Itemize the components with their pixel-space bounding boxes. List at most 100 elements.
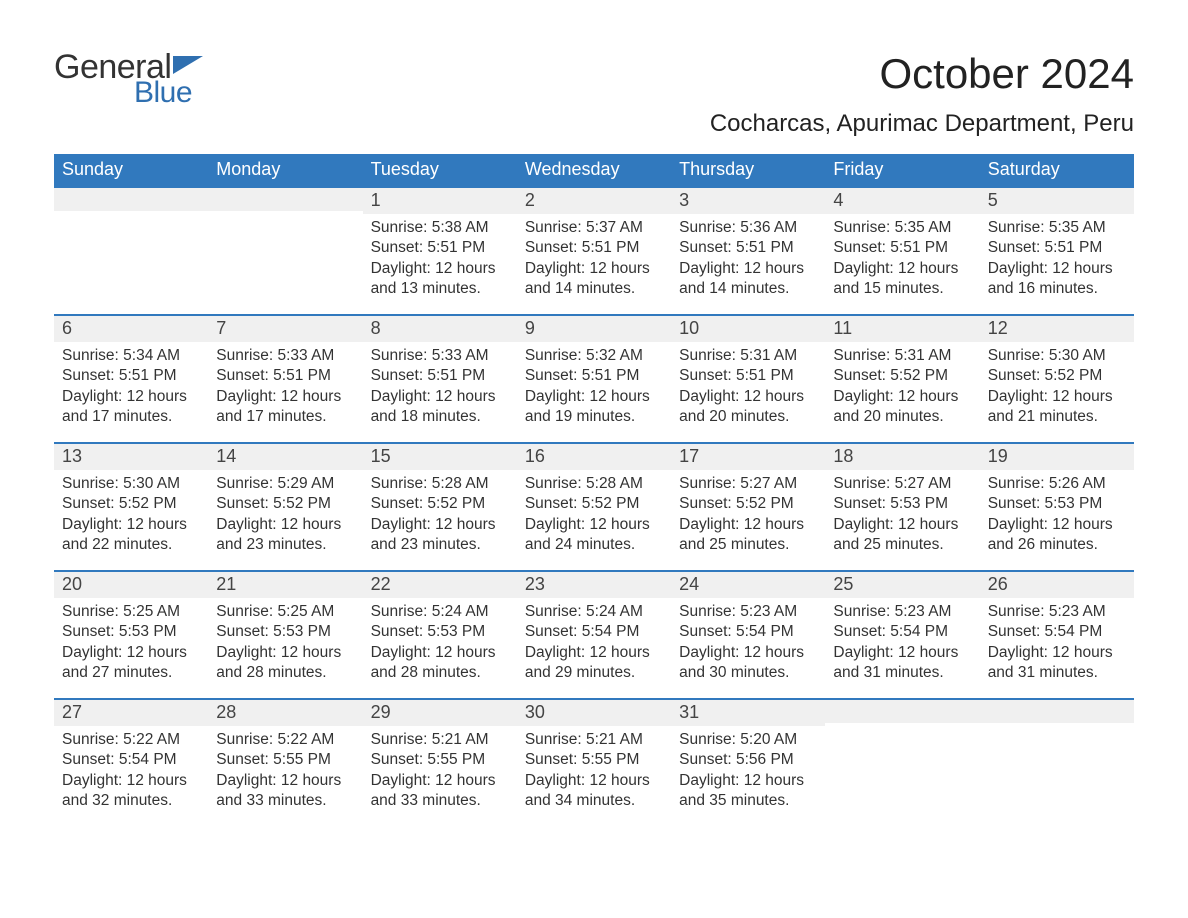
sunrise-text: Sunrise: 5:35 AM (988, 218, 1126, 238)
day-content: Sunrise: 5:21 AMSunset: 5:55 PMDaylight:… (517, 726, 671, 820)
daylight-text: Daylight: 12 hours and 17 minutes. (216, 387, 354, 428)
week-row: 1Sunrise: 5:38 AMSunset: 5:51 PMDaylight… (54, 186, 1134, 314)
day-number: 13 (54, 442, 208, 470)
day-cell: 13Sunrise: 5:30 AMSunset: 5:52 PMDayligh… (54, 442, 208, 570)
sunrise-text: Sunrise: 5:27 AM (833, 474, 971, 494)
sunrise-text: Sunrise: 5:33 AM (216, 346, 354, 366)
day-number: 11 (825, 314, 979, 342)
day-cell: 23Sunrise: 5:24 AMSunset: 5:54 PMDayligh… (517, 570, 671, 698)
day-number: 3 (671, 186, 825, 214)
sunrise-text: Sunrise: 5:26 AM (988, 474, 1126, 494)
sunrise-text: Sunrise: 5:29 AM (216, 474, 354, 494)
flag-icon (173, 56, 203, 78)
day-content: Sunrise: 5:25 AMSunset: 5:53 PMDaylight:… (54, 598, 208, 692)
sunrise-text: Sunrise: 5:20 AM (679, 730, 817, 750)
daylight-text: Daylight: 12 hours and 24 minutes. (525, 515, 663, 556)
day-number (980, 698, 1134, 723)
day-number: 29 (363, 698, 517, 726)
day-cell: 14Sunrise: 5:29 AMSunset: 5:52 PMDayligh… (208, 442, 362, 570)
day-number: 6 (54, 314, 208, 342)
day-number (208, 186, 362, 211)
day-content: Sunrise: 5:30 AMSunset: 5:52 PMDaylight:… (54, 470, 208, 564)
sunset-text: Sunset: 5:54 PM (988, 622, 1126, 642)
sunrise-text: Sunrise: 5:23 AM (988, 602, 1126, 622)
day-cell: 11Sunrise: 5:31 AMSunset: 5:52 PMDayligh… (825, 314, 979, 442)
calendar: Sunday Monday Tuesday Wednesday Thursday… (54, 154, 1134, 826)
sunset-text: Sunset: 5:53 PM (371, 622, 509, 642)
day-number: 5 (980, 186, 1134, 214)
day-content: Sunrise: 5:36 AMSunset: 5:51 PMDaylight:… (671, 214, 825, 308)
day-number: 19 (980, 442, 1134, 470)
daylight-text: Daylight: 12 hours and 20 minutes. (833, 387, 971, 428)
day-number: 24 (671, 570, 825, 598)
logo-text-bottom: Blue (134, 78, 203, 108)
day-content: Sunrise: 5:23 AMSunset: 5:54 PMDaylight:… (671, 598, 825, 692)
daylight-text: Daylight: 12 hours and 22 minutes. (62, 515, 200, 556)
daylight-text: Daylight: 12 hours and 33 minutes. (216, 771, 354, 812)
day-content: Sunrise: 5:28 AMSunset: 5:52 PMDaylight:… (517, 470, 671, 564)
day-content: Sunrise: 5:37 AMSunset: 5:51 PMDaylight:… (517, 214, 671, 308)
sunrise-text: Sunrise: 5:21 AM (525, 730, 663, 750)
sunset-text: Sunset: 5:51 PM (679, 366, 817, 386)
day-content: Sunrise: 5:27 AMSunset: 5:53 PMDaylight:… (825, 470, 979, 564)
sunset-text: Sunset: 5:52 PM (679, 494, 817, 514)
sunset-text: Sunset: 5:51 PM (525, 238, 663, 258)
sunset-text: Sunset: 5:54 PM (62, 750, 200, 770)
sunrise-text: Sunrise: 5:38 AM (371, 218, 509, 238)
day-number: 17 (671, 442, 825, 470)
day-number: 16 (517, 442, 671, 470)
day-cell: 31Sunrise: 5:20 AMSunset: 5:56 PMDayligh… (671, 698, 825, 826)
sunset-text: Sunset: 5:56 PM (679, 750, 817, 770)
day-header-monday: Monday (208, 154, 362, 186)
sunrise-text: Sunrise: 5:31 AM (833, 346, 971, 366)
sunrise-text: Sunrise: 5:34 AM (62, 346, 200, 366)
sunset-text: Sunset: 5:52 PM (525, 494, 663, 514)
sunrise-text: Sunrise: 5:32 AM (525, 346, 663, 366)
day-content: Sunrise: 5:31 AMSunset: 5:51 PMDaylight:… (671, 342, 825, 436)
sunrise-text: Sunrise: 5:25 AM (62, 602, 200, 622)
day-number: 30 (517, 698, 671, 726)
sunrise-text: Sunrise: 5:24 AM (371, 602, 509, 622)
day-cell: 28Sunrise: 5:22 AMSunset: 5:55 PMDayligh… (208, 698, 362, 826)
daylight-text: Daylight: 12 hours and 31 minutes. (988, 643, 1126, 684)
day-cell: 29Sunrise: 5:21 AMSunset: 5:55 PMDayligh… (363, 698, 517, 826)
day-number (54, 186, 208, 211)
day-number: 12 (980, 314, 1134, 342)
sunset-text: Sunset: 5:54 PM (679, 622, 817, 642)
day-content: Sunrise: 5:29 AMSunset: 5:52 PMDaylight:… (208, 470, 362, 564)
day-cell: 17Sunrise: 5:27 AMSunset: 5:52 PMDayligh… (671, 442, 825, 570)
day-content: Sunrise: 5:20 AMSunset: 5:56 PMDaylight:… (671, 726, 825, 820)
sunset-text: Sunset: 5:52 PM (833, 366, 971, 386)
day-content: Sunrise: 5:33 AMSunset: 5:51 PMDaylight:… (208, 342, 362, 436)
sunset-text: Sunset: 5:55 PM (216, 750, 354, 770)
day-number: 20 (54, 570, 208, 598)
day-cell (208, 186, 362, 314)
day-number: 27 (54, 698, 208, 726)
day-number: 7 (208, 314, 362, 342)
day-content: Sunrise: 5:34 AMSunset: 5:51 PMDaylight:… (54, 342, 208, 436)
day-number: 26 (980, 570, 1134, 598)
day-cell: 24Sunrise: 5:23 AMSunset: 5:54 PMDayligh… (671, 570, 825, 698)
day-number: 15 (363, 442, 517, 470)
day-cell: 10Sunrise: 5:31 AMSunset: 5:51 PMDayligh… (671, 314, 825, 442)
day-cell: 8Sunrise: 5:33 AMSunset: 5:51 PMDaylight… (363, 314, 517, 442)
sunrise-text: Sunrise: 5:21 AM (371, 730, 509, 750)
sunset-text: Sunset: 5:53 PM (833, 494, 971, 514)
day-cell: 26 Sunrise: 5:23 AMSunset: 5:54 PMDayligh… (980, 570, 1134, 698)
daylight-text: Daylight: 12 hours and 17 minutes. (62, 387, 200, 428)
day-number (825, 698, 979, 723)
day-content: Sunrise: 5:38 AMSunset: 5:51 PMDaylight:… (363, 214, 517, 308)
day-cell: 1Sunrise: 5:38 AMSunset: 5:51 PMDaylight… (363, 186, 517, 314)
day-content: Sunrise: 5:35 AMSunset: 5:51 PMDaylight:… (825, 214, 979, 308)
day-cell: 27Sunrise: 5:22 AMSunset: 5:54 PMDayligh… (54, 698, 208, 826)
sunset-text: Sunset: 5:51 PM (988, 238, 1126, 258)
daylight-text: Daylight: 12 hours and 35 minutes. (679, 771, 817, 812)
week-row: 27 Sunrise: 5:22 AMSunset: 5:54 PM Dayligh… (54, 698, 1134, 826)
day-number: 1 (363, 186, 517, 214)
sunrise-text: Sunrise: 5:30 AM (62, 474, 200, 494)
day-content: Sunrise: 5:31 AMSunset: 5:52 PMDaylight:… (825, 342, 979, 436)
sunrise-text: Sunrise: 5:22 AM (62, 730, 200, 750)
day-content: Sunrise: 5:23 AMSunset: 5:54 PMDaylight:… (825, 598, 979, 692)
sunrise-text: Sunrise: 5:30 AM (988, 346, 1126, 366)
day-content: Sunrise: 5:24 AMSunset: 5:54 PMDaylight:… (517, 598, 671, 692)
